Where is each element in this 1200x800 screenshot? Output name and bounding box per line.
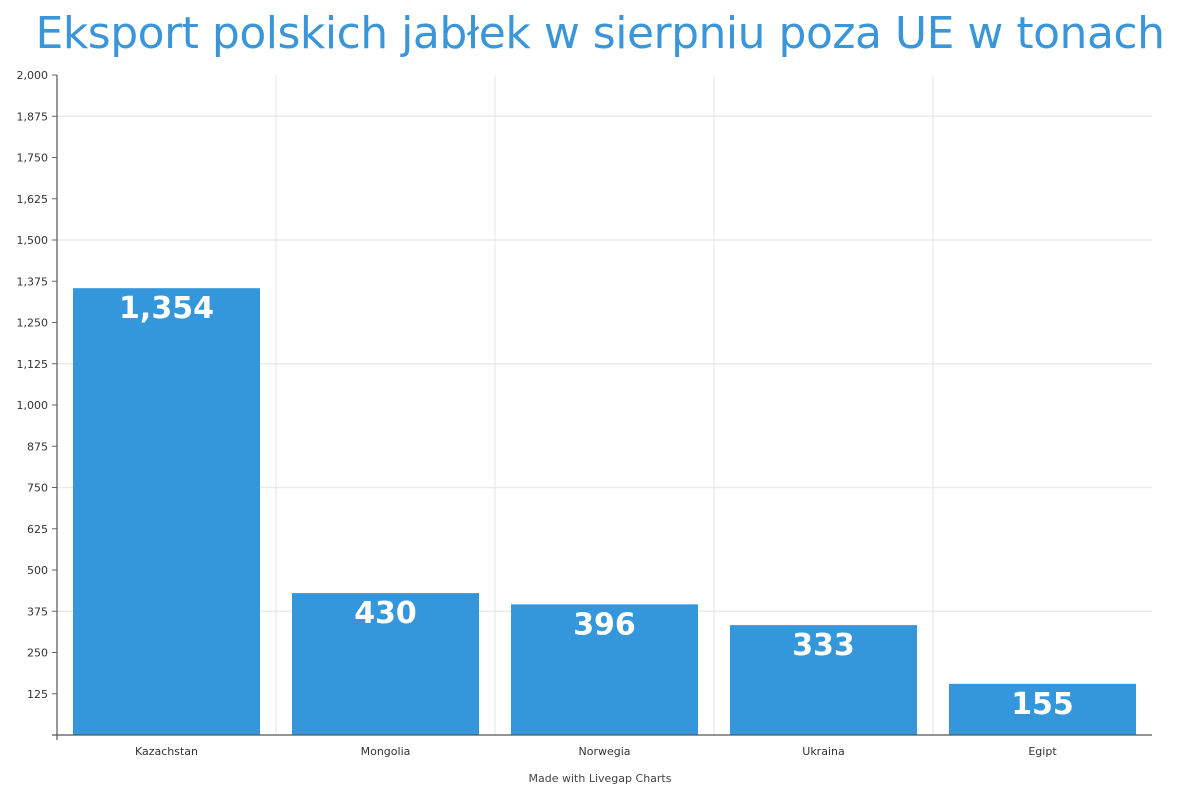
y-tick-label: 250 (27, 647, 48, 660)
credit-text: Made with Livegap Charts (528, 772, 672, 785)
y-tick-label: 375 (27, 605, 48, 618)
data-label: 430 (354, 596, 417, 631)
y-tick-label: 125 (27, 688, 48, 701)
x-tick-label: Ukraina (802, 745, 844, 758)
data-label: 333 (792, 628, 855, 663)
bar-ukraina (730, 625, 917, 735)
chart-title: Eksport polskich jabłek w sierpniu poza … (35, 8, 1165, 59)
y-tick-label: 1,000 (17, 399, 49, 412)
bar-mongolia (292, 593, 479, 735)
data-label: 396 (573, 607, 636, 642)
y-tick-label: 1,125 (17, 358, 49, 371)
y-tick-label: 2,000 (17, 69, 49, 82)
x-tick-label: Norwegia (578, 745, 630, 758)
bar-egipt (949, 683, 1136, 735)
x-tick-label: Kazachstan (135, 745, 198, 758)
x-tick-label: Mongolia (361, 745, 411, 758)
y-tick-label: 750 (27, 482, 48, 495)
bar-norwegia (511, 604, 698, 735)
y-tick-label: 1,625 (17, 193, 49, 206)
y-tick-label: 875 (27, 440, 48, 453)
y-tick-label: 1,875 (17, 110, 49, 123)
data-label: 155 (1011, 687, 1074, 722)
x-tick-label: Egipt (1028, 745, 1057, 758)
y-tick-label: 1,750 (17, 152, 49, 165)
bar-kazachstan (73, 288, 260, 735)
y-tick-label: 1,375 (17, 275, 49, 288)
y-tick-label: 625 (27, 523, 48, 536)
y-tick-label: 1,500 (17, 234, 49, 247)
y-tick-label: 500 (27, 564, 48, 577)
data-label: 1,354 (119, 291, 214, 326)
y-tick-label: 1,250 (17, 317, 49, 330)
